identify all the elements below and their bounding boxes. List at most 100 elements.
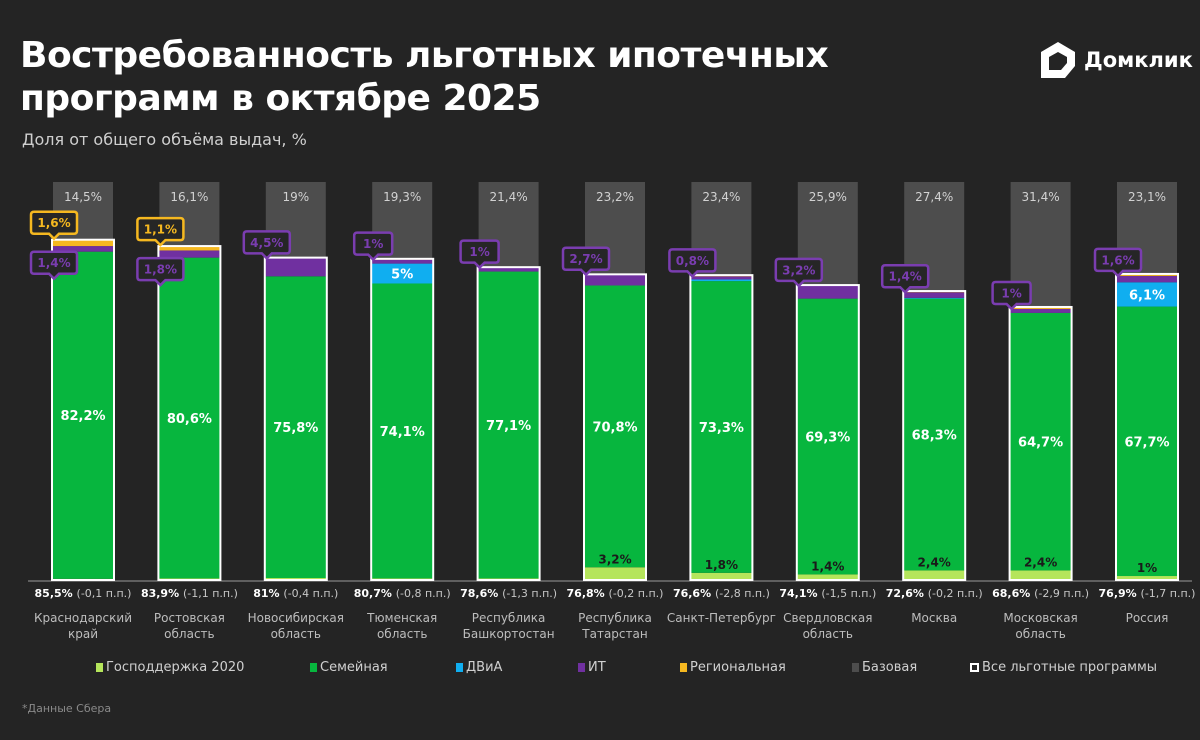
gos2020-segment xyxy=(903,570,966,580)
base-value-label: 19% xyxy=(282,190,309,204)
it-segment xyxy=(52,246,114,252)
dvia-value-label: 5% xyxy=(391,268,413,283)
it-segment xyxy=(1009,308,1072,313)
legend-item-it: ИТ xyxy=(578,660,606,675)
all-programs-outline xyxy=(476,266,541,581)
it-callout xyxy=(561,246,611,277)
category-label-line2: Татарстан xyxy=(581,627,647,641)
domclick-logo: Домклик xyxy=(1038,40,1193,80)
it-callout xyxy=(459,239,500,270)
all-programs-outline xyxy=(583,273,647,581)
all-programs-outline xyxy=(263,256,328,581)
legend-item-dvia: ДВиА xyxy=(456,660,502,675)
category-label-line1: Россия xyxy=(1126,611,1169,625)
family-segment xyxy=(796,298,859,575)
base-value-label: 21,4% xyxy=(490,190,528,204)
total-delta: (-1,1 п.п.) xyxy=(183,587,238,600)
legend-swatch xyxy=(852,663,859,672)
it-label: 0,8% xyxy=(676,254,709,268)
total-delta: (-1,5 п.п.) xyxy=(821,587,876,600)
category-label-line1: Ростовская xyxy=(154,611,225,625)
total-delta: (-0,4 п.п.) xyxy=(283,587,338,600)
total-value: 68,6% xyxy=(992,587,1034,600)
legend-label: Семейная xyxy=(320,660,388,675)
total-value: 76,9% xyxy=(1099,587,1141,600)
family-segment xyxy=(584,285,646,568)
family-value-label: 74,1% xyxy=(380,425,425,440)
category-label-line1: Москва xyxy=(911,611,957,625)
base-value-label: 23,2% xyxy=(596,190,634,204)
title-line-2: программ в октябре 2025 xyxy=(20,78,541,119)
total-share-label: 68,6% (-2,9 п.п.) xyxy=(992,587,1089,600)
it-callout xyxy=(1093,247,1143,278)
dvia-segment xyxy=(371,263,434,284)
total-share-label: 76,9% (-1,7 п.п.) xyxy=(1099,587,1196,600)
legend: Господдержка 2020 Семейная ДВиА ИТ Региональ… xyxy=(0,660,1200,680)
legend-swatch xyxy=(680,663,687,672)
gos2020-segment xyxy=(690,572,753,580)
regional-segment xyxy=(158,246,221,251)
regional-segment xyxy=(52,239,114,247)
family-segment xyxy=(264,276,327,579)
total-share-label: 74,1% (-1,5 п.п.) xyxy=(779,587,876,600)
it-segment xyxy=(1116,275,1178,283)
family-segment xyxy=(52,251,114,579)
category-label-line2: область xyxy=(164,627,214,641)
total-share-label: 83,9% (-1,1 п.п.) xyxy=(141,587,238,600)
base-value-label: 14,5% xyxy=(64,190,102,204)
all-programs-outline xyxy=(1115,272,1179,581)
legend-label: ИТ xyxy=(588,660,606,675)
gos2020-value-label: 2,4% xyxy=(1024,555,1057,569)
house-logo-icon xyxy=(1041,42,1075,78)
title-line-1: Востребованность льготных ипотечных xyxy=(20,35,829,76)
family-value-label: 68,3% xyxy=(912,429,957,444)
base-value-label: 23,1% xyxy=(1128,190,1166,204)
it-callout xyxy=(136,256,185,287)
all-programs-outline xyxy=(902,290,967,581)
total-value: 78,6% xyxy=(460,587,502,600)
gos2020-segment xyxy=(1009,570,1072,580)
legend-label: Все льготные программы xyxy=(982,660,1158,675)
it-label: 2,7% xyxy=(569,252,602,266)
legend-swatch xyxy=(310,663,317,672)
chart-title: Востребованность льготных ипотечных прог… xyxy=(20,34,829,120)
regional-callout xyxy=(136,216,185,247)
it-segment xyxy=(158,250,221,258)
total-delta: (-2,9 п.п.) xyxy=(1034,587,1089,600)
family-value-label: 80,6% xyxy=(167,412,212,427)
family-segment xyxy=(690,281,753,573)
family-segment xyxy=(371,283,434,579)
category-label-line1: Республика xyxy=(578,611,652,625)
category-label-line1: Санкт-Петербург xyxy=(667,611,776,625)
legend-swatch xyxy=(96,663,103,672)
it-label: 4,5% xyxy=(250,236,283,250)
all-programs-outline xyxy=(370,257,435,581)
dvia-segment xyxy=(903,297,966,299)
total-value: 81% xyxy=(253,587,283,600)
total-value: 85,5% xyxy=(35,587,77,600)
total-share-label: 81% (-0,4 п.п.) xyxy=(253,587,338,600)
base-value-label: 19,3% xyxy=(383,190,421,204)
it-label: 1,8% xyxy=(144,263,177,277)
gos2020-segment xyxy=(1116,576,1178,580)
total-delta: (-0,8 п.п.) xyxy=(396,587,451,600)
it-segment xyxy=(264,258,327,277)
category-label-line2: область xyxy=(1015,627,1065,641)
total-value: 76,6% xyxy=(673,587,715,600)
all-programs-outline xyxy=(1008,305,1073,581)
total-delta: (-1,3 п.п.) xyxy=(502,587,557,600)
it-segment xyxy=(477,267,540,272)
it-callout xyxy=(29,250,79,281)
it-callout xyxy=(668,248,717,279)
category-label-line2: область xyxy=(271,627,321,641)
total-value: 83,9% xyxy=(141,587,183,600)
it-label: 1% xyxy=(1001,286,1021,300)
gos2020-value-label: 1% xyxy=(1137,561,1157,575)
it-label: 1% xyxy=(469,245,489,259)
category-label-line1: Тюменская xyxy=(366,611,437,625)
it-callout xyxy=(774,257,824,288)
family-value-label: 77,1% xyxy=(486,419,531,434)
it-segment xyxy=(690,276,753,280)
total-delta: (-1,7 п.п.) xyxy=(1141,587,1196,600)
base-value-label: 16,1% xyxy=(170,190,208,204)
